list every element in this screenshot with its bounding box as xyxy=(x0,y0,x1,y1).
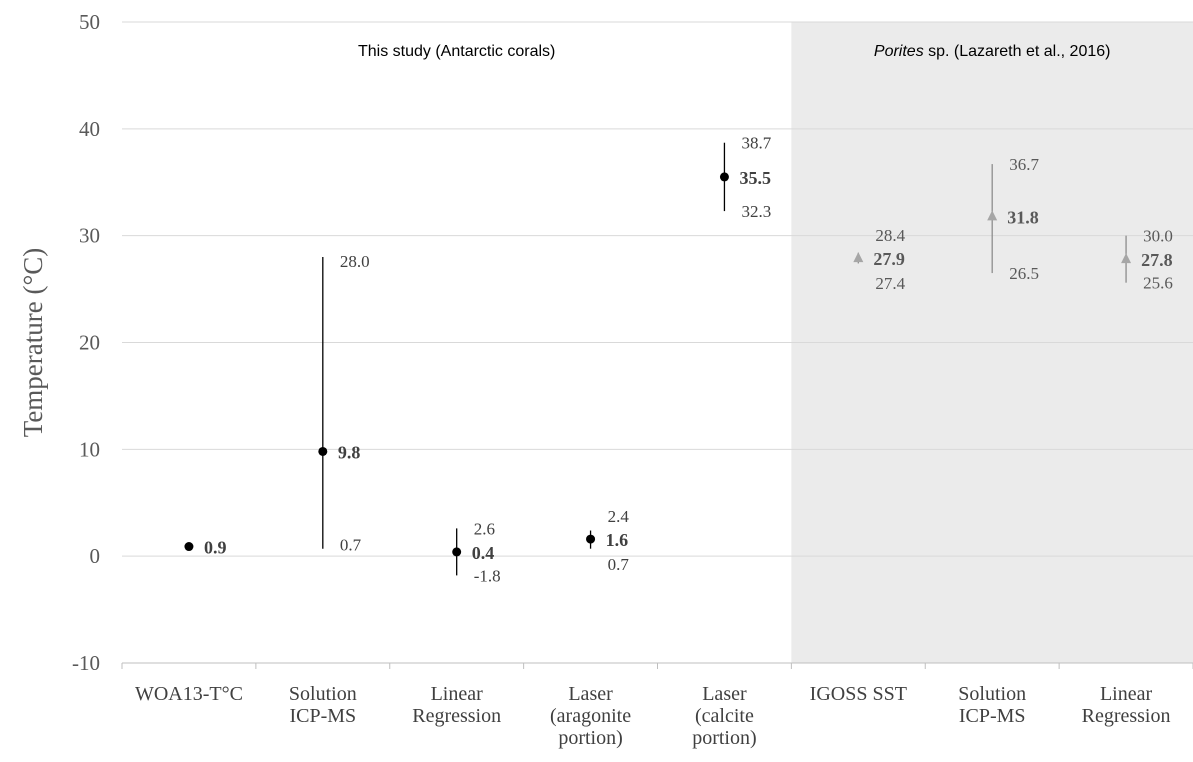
error-low-label: -1.8 xyxy=(474,566,501,585)
y-tick-label: 50 xyxy=(79,10,100,34)
error-high-label: 28.4 xyxy=(875,226,905,245)
y-tick-label: 20 xyxy=(79,331,100,355)
data-value-label: 0.4 xyxy=(472,543,495,563)
y-axis-label: Temperature (°C) xyxy=(18,248,48,438)
error-high-label: 2.4 xyxy=(608,507,630,526)
data-value-label: 35.5 xyxy=(739,168,771,188)
x-category-label: Regression xyxy=(1082,705,1171,727)
y-tick-label: -10 xyxy=(72,651,100,675)
x-category-label: Laser xyxy=(568,683,613,705)
x-category-label: Regression xyxy=(412,705,501,727)
x-category-label: portion) xyxy=(558,727,622,749)
x-category-label: Linear xyxy=(431,683,484,705)
error-low-label: 32.3 xyxy=(741,202,771,221)
error-low-label: 26.5 xyxy=(1009,264,1039,283)
x-category-label: portion) xyxy=(692,727,756,749)
error-low-label: 27.4 xyxy=(875,274,905,293)
data-point xyxy=(452,547,462,557)
data-point xyxy=(586,534,596,544)
x-category-label: WOA13-T°C xyxy=(135,683,243,705)
data-value-label: 27.9 xyxy=(873,249,905,269)
data-point xyxy=(318,446,328,456)
data-value-label: 9.8 xyxy=(338,442,361,462)
error-high-label: 30.0 xyxy=(1143,227,1173,246)
y-tick-label: 10 xyxy=(79,437,100,461)
y-tick-label: 30 xyxy=(79,224,100,248)
x-category-label: Laser xyxy=(702,683,747,705)
data-point xyxy=(853,252,864,263)
data-value-label: 31.8 xyxy=(1007,207,1039,227)
error-high-label: 36.7 xyxy=(1009,155,1039,174)
y-tick-label: 40 xyxy=(79,117,100,141)
data-point xyxy=(719,172,729,182)
x-category-label: Linear xyxy=(1100,683,1153,705)
data-value-label: 0.9 xyxy=(204,538,227,558)
error-low-label: 0.7 xyxy=(340,536,362,555)
data-value-label: 1.6 xyxy=(606,530,629,550)
x-category-label: (aragonite xyxy=(550,705,631,727)
x-category-label: (calcite xyxy=(695,705,754,727)
error-low-label: 0.7 xyxy=(608,555,630,574)
panel-label-text: sp. (Lazareth et al., 2016) xyxy=(924,43,1111,60)
error-high-label: 38.7 xyxy=(741,134,771,153)
data-point xyxy=(1121,253,1132,264)
x-category-label: ICP-MS xyxy=(959,705,1026,727)
panel-label: Porites sp. (Lazareth et al., 2016) xyxy=(874,43,1111,60)
error-low-label: 25.6 xyxy=(1143,274,1173,293)
panel-label: This study (Antarctic corals) xyxy=(358,43,555,60)
data-point xyxy=(987,210,998,221)
data-point xyxy=(184,542,194,552)
panel-label-italic: Porites xyxy=(874,43,924,60)
panel-label-text: This study (Antarctic corals) xyxy=(358,43,555,60)
x-category-label: ICP-MS xyxy=(289,705,356,727)
x-category-label: IGOSS SST xyxy=(810,683,907,705)
y-tick-label: 0 xyxy=(90,544,101,568)
data-value-label: 27.8 xyxy=(1141,250,1173,270)
x-category-label: Solution xyxy=(289,683,357,705)
error-high-label: 28.0 xyxy=(340,252,370,271)
error-high-label: 2.6 xyxy=(474,519,495,538)
x-category-label: Solution xyxy=(958,683,1026,705)
